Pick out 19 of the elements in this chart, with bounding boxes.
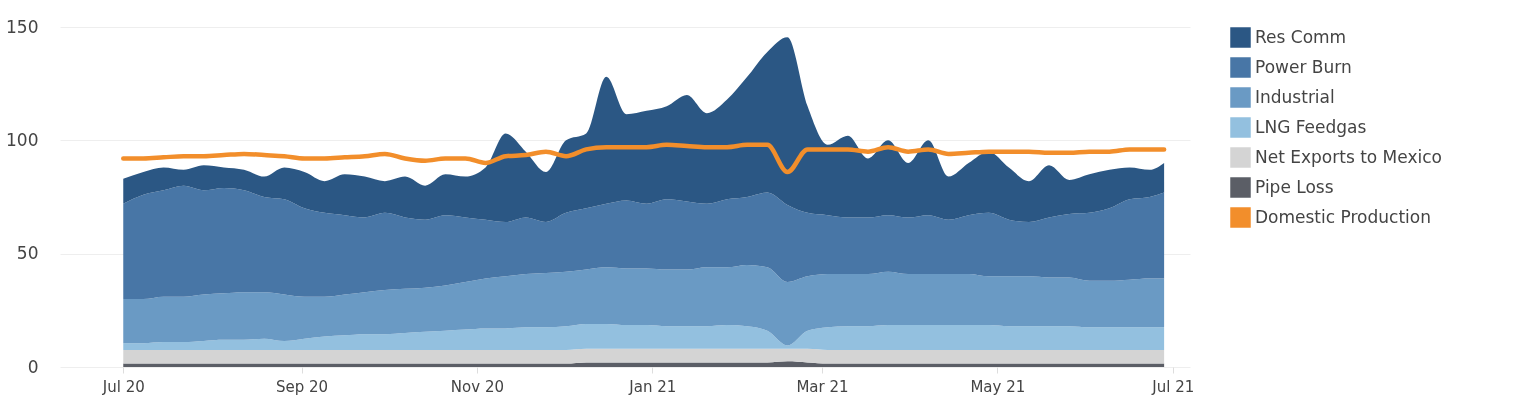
legend-label: Industrial	[1255, 86, 1335, 107]
line-series	[121, 142, 1167, 175]
x-tick-label: Mar 21	[796, 377, 849, 396]
legend-label: Res Comm	[1255, 26, 1347, 47]
legend-label: Power Burn	[1255, 56, 1352, 77]
x-tick-label: Nov 20	[450, 377, 504, 396]
x-tick-label: Sep 20	[275, 377, 329, 396]
legend-label: Pipe Loss	[1255, 176, 1334, 197]
x-tick-label: Jul 20	[101, 377, 145, 396]
y-tick-label: 0	[27, 356, 39, 377]
legend-label: Net Exports to Mexico	[1255, 146, 1442, 167]
x-tick-label: May 21	[970, 377, 1026, 396]
legend-label: LNG Feedgas	[1255, 116, 1367, 137]
y-tick-label: 100	[6, 129, 39, 150]
x-tick-label: Jul 21	[1151, 377, 1195, 396]
x-tick-label: Jan 21	[628, 377, 677, 396]
legend-label: Domestic Production	[1255, 206, 1431, 227]
y-tick-label: 50	[16, 243, 39, 264]
y-tick-label: 150	[6, 16, 39, 37]
